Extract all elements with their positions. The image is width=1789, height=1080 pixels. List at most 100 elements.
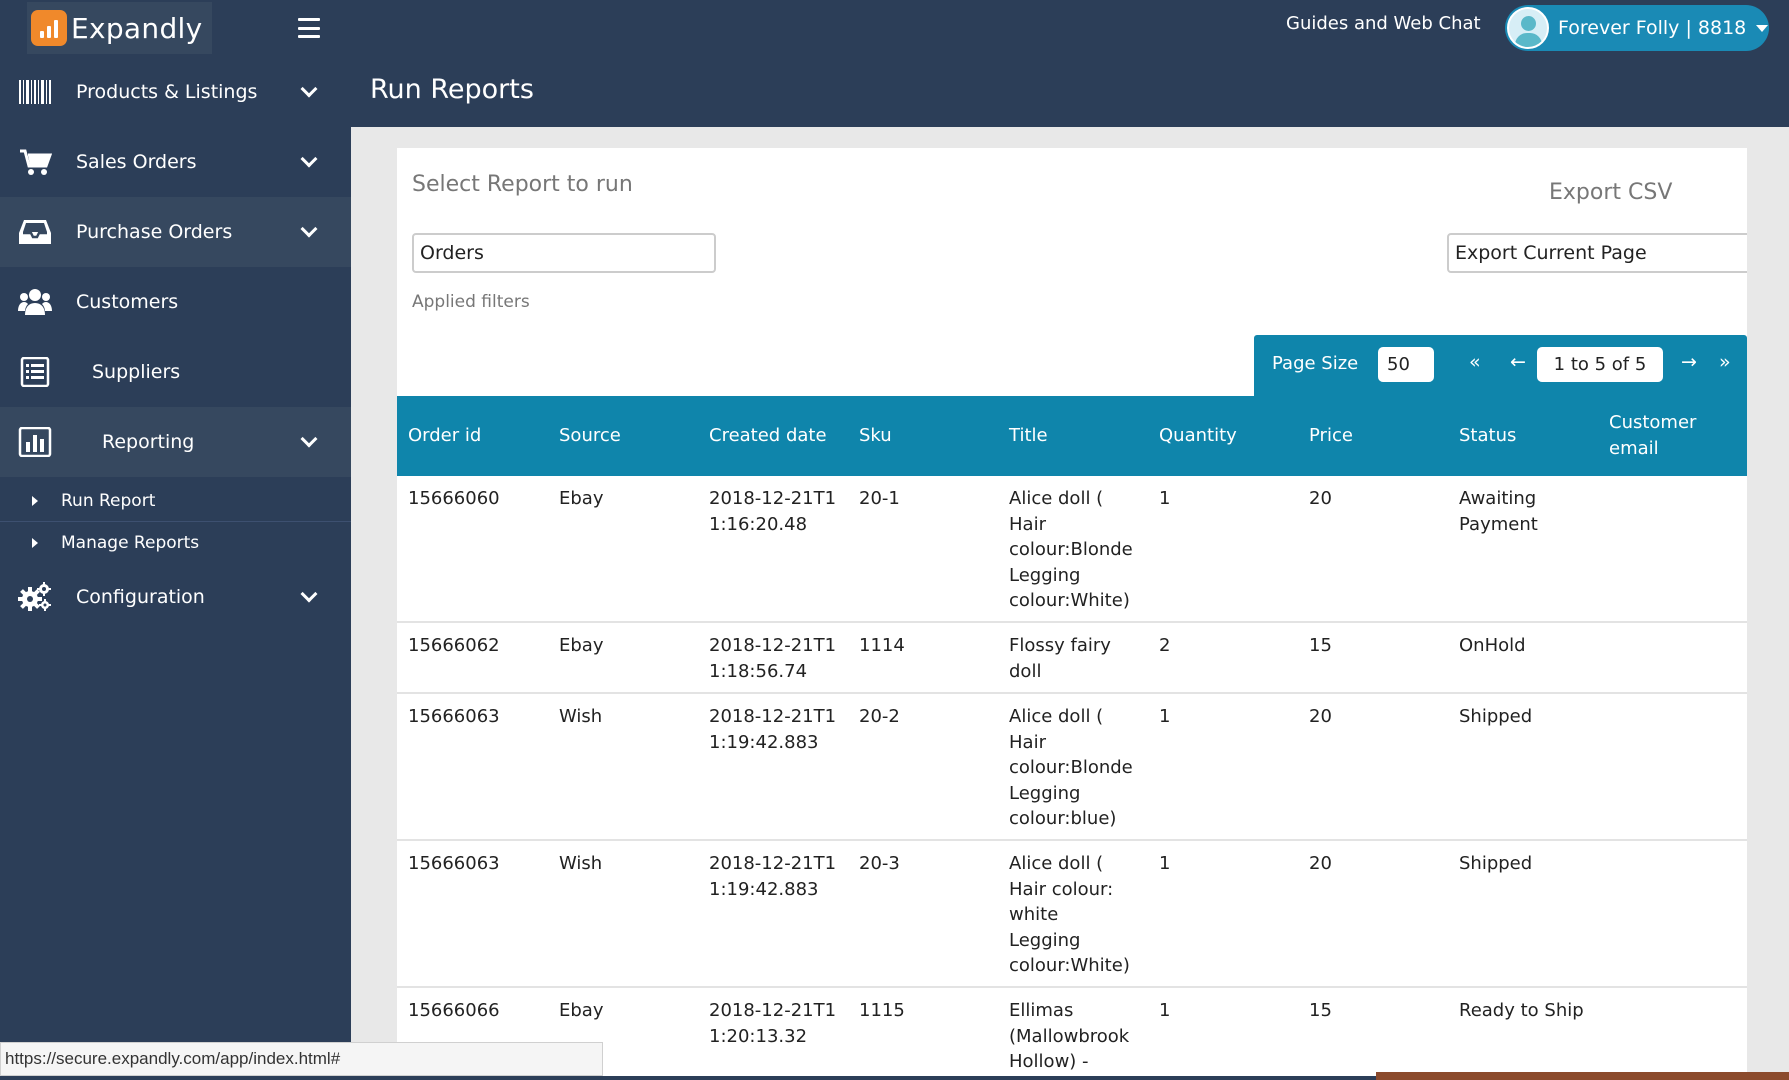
cell-source: Ebay — [559, 1000, 604, 1021]
cell-order-id: 15666066 — [408, 1000, 500, 1021]
page-size-input[interactable] — [1378, 347, 1434, 382]
cell-created-date: 2018-12-21T11:16:20.48 — [709, 488, 837, 535]
next-page-button[interactable]: → — [1681, 351, 1697, 373]
first-page-button[interactable]: « — [1469, 351, 1481, 373]
sidebar-item-label: Suppliers — [92, 361, 181, 383]
report-select[interactable]: Orders — [412, 233, 716, 273]
cell-order-id: 15666062 — [408, 635, 500, 656]
cell-title: Alice doll ( Hair colour: white Legging … — [1009, 853, 1130, 976]
bar-chart-icon — [18, 427, 52, 457]
table-row[interactable]: 15666062 Ebay 2018-12-21T11:18:56.74 111… — [397, 623, 1747, 694]
cell-created-date: 2018-12-21T11:19:42.883 — [709, 853, 837, 900]
cell-sku: 1115 — [859, 1000, 905, 1021]
column-header-sku[interactable]: Sku — [859, 425, 892, 446]
barcode-icon — [19, 80, 51, 104]
cart-icon — [20, 149, 52, 175]
caret-right-icon — [32, 538, 38, 548]
sidebar-item-label: Configuration — [76, 586, 205, 608]
sidebar-item-sales-orders[interactable]: Sales Orders — [0, 127, 351, 197]
column-header-quantity[interactable]: Quantity — [1159, 425, 1237, 446]
applied-filters-label: Applied filters — [412, 292, 530, 312]
cell-status: OnHold — [1459, 635, 1526, 656]
brand-name: Expandly — [71, 11, 203, 45]
export-csv-label: Export CSV — [1549, 180, 1673, 205]
reporting-submenu: Run Report Manage Reports — [0, 480, 351, 564]
cell-quantity: 1 — [1159, 1000, 1171, 1021]
users-icon — [18, 289, 52, 315]
sidebar-item-label: Purchase Orders — [76, 221, 233, 243]
expandly-logo-icon — [31, 10, 67, 46]
cell-sku: 1114 — [859, 635, 905, 656]
chevron-down-icon — [300, 150, 318, 168]
sidebar-item-products-listings[interactable]: Products & Listings — [0, 57, 351, 127]
chevron-down-icon — [300, 585, 318, 603]
list-icon — [20, 357, 50, 387]
sidebar-item-configuration[interactable]: Configuration — [0, 562, 351, 632]
cell-price: 15 — [1309, 635, 1332, 656]
cell-status: Shipped — [1459, 853, 1533, 874]
hamburger-menu-icon[interactable] — [298, 18, 320, 38]
cell-title: Alice doll ( Hair colour:Blonde Legging … — [1009, 488, 1133, 611]
user-menu-button[interactable]: Forever Folly | 8818 — [1505, 5, 1769, 51]
cell-status: Shipped — [1459, 706, 1533, 727]
caret-right-icon — [32, 495, 38, 506]
submenu-item-label: Run Report — [61, 490, 156, 511]
cell-price: 20 — [1309, 488, 1332, 509]
caret-down-icon — [1756, 24, 1769, 32]
user-name: Forever Folly | 8818 — [1558, 17, 1747, 39]
column-header-title[interactable]: Title — [1009, 425, 1048, 446]
cell-source: Ebay — [559, 635, 604, 656]
submenu-item-label: Manage Reports — [61, 533, 200, 553]
cell-source: Wish — [559, 706, 603, 727]
bottom-strip — [0, 1076, 1789, 1080]
report-card: Select Report to run Export CSV Orders E… — [397, 148, 1747, 1080]
sidebar-item-purchase-orders[interactable]: Purchase Orders — [0, 197, 351, 267]
export-option-select[interactable]: Export Current Page — [1447, 233, 1747, 273]
cell-title: Alice doll ( Hair colour:Blonde Legging … — [1009, 706, 1133, 829]
table-row[interactable]: 15666063 Wish 2018-12-21T11:19:42.883 20… — [397, 694, 1747, 841]
column-header-source[interactable]: Source — [559, 425, 621, 446]
chevron-down-icon — [300, 430, 318, 448]
top-bar: Expandly Guides and Web Chat Forever Fol… — [0, 0, 1789, 57]
table-row[interactable]: 15666060 Ebay 2018-12-21T11:16:20.48 20-… — [397, 476, 1747, 623]
cell-status: Ready to Ship — [1459, 1000, 1584, 1021]
cell-quantity: 1 — [1159, 706, 1171, 727]
cell-order-id: 15666060 — [408, 488, 500, 509]
gears-icon — [18, 582, 51, 611]
cell-sku: 20-3 — [859, 853, 900, 874]
sidebar-item-label: Products & Listings — [76, 81, 258, 103]
column-header-created-date[interactable]: Created date — [709, 425, 827, 446]
cell-created-date: 2018-12-21T11:20:13.32 — [709, 1000, 837, 1047]
table-row[interactable]: 15666063 Wish 2018-12-21T11:19:42.883 20… — [397, 841, 1747, 988]
submenu-item-manage-reports[interactable]: Manage Reports — [0, 522, 351, 564]
sidebar-item-reporting[interactable]: Reporting — [0, 407, 351, 477]
sidebar: Products & Listings Sales Orders Purchas… — [0, 57, 351, 1080]
cell-title: Ellimas (Mallowbrook Hollow) - — [1009, 1000, 1130, 1072]
cell-sku: 20-2 — [859, 706, 900, 727]
last-page-button[interactable]: » — [1719, 351, 1731, 373]
select-report-label: Select Report to run — [412, 172, 633, 197]
cell-order-id: 15666063 — [408, 853, 500, 874]
guides-web-chat-link[interactable]: Guides and Web Chat — [1286, 13, 1481, 34]
cell-order-id: 15666063 — [408, 706, 500, 727]
column-header-customer-email[interactable]: Customer email — [1609, 412, 1697, 459]
column-header-order-id[interactable]: Order id — [408, 425, 482, 446]
prev-page-button[interactable]: ← — [1510, 351, 1526, 373]
sidebar-item-suppliers[interactable]: Suppliers — [0, 337, 351, 407]
page-header: Run Reports — [351, 57, 1789, 127]
cell-price: 20 — [1309, 706, 1332, 727]
sidebar-item-customers[interactable]: Customers — [0, 267, 351, 337]
submenu-item-run-report[interactable]: Run Report — [0, 480, 351, 522]
column-header-price[interactable]: Price — [1309, 425, 1353, 446]
cell-status: Awaiting Payment — [1459, 488, 1538, 535]
cell-price: 20 — [1309, 853, 1332, 874]
column-header-status[interactable]: Status — [1459, 425, 1517, 446]
cell-created-date: 2018-12-21T11:18:56.74 — [709, 635, 837, 682]
cell-quantity: 1 — [1159, 488, 1171, 509]
sidebar-item-label: Reporting — [102, 431, 195, 453]
cell-source: Ebay — [559, 488, 604, 509]
chevron-down-icon — [300, 80, 318, 98]
cell-created-date: 2018-12-21T11:19:42.883 — [709, 706, 837, 753]
table-row[interactable]: 15666066 Ebay 2018-12-21T11:20:13.32 111… — [397, 988, 1747, 1080]
brand[interactable]: Expandly — [27, 2, 212, 54]
